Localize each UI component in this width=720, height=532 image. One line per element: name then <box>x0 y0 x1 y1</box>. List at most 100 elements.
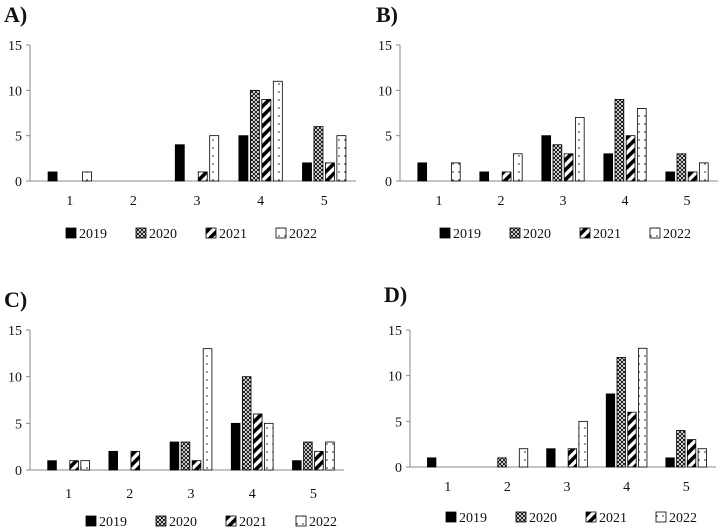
y-tick-label: 10 <box>8 84 22 99</box>
bar-2022 <box>636 108 647 182</box>
legend-swatch <box>135 227 147 239</box>
x-tick-label: 3 <box>560 194 567 209</box>
bar-2021 <box>686 439 697 468</box>
legend-swatch <box>579 227 591 239</box>
bar-2021 <box>501 171 512 182</box>
y-tick-label: 15 <box>8 39 22 54</box>
bar-2022 <box>638 347 648 468</box>
y-tick-label: 0 <box>15 175 22 190</box>
legend-label: 2020 <box>149 227 177 242</box>
x-tick-label: 4 <box>249 487 256 502</box>
x-tick-label: 2 <box>126 487 133 502</box>
bar-2019 <box>108 450 118 471</box>
legend-swatch <box>275 227 287 239</box>
panel-label: A) <box>4 2 27 27</box>
y-tick-label: 0 <box>15 464 22 479</box>
bar-2020 <box>616 356 626 468</box>
legend-label: 2020 <box>169 515 197 530</box>
bar-2019 <box>47 460 57 471</box>
bar-2022 <box>272 80 283 182</box>
bar-2020 <box>180 441 191 471</box>
bar-2021 <box>197 171 208 182</box>
bar-2019 <box>665 171 676 182</box>
y-tick-label: 0 <box>395 461 402 476</box>
legend-label: 2020 <box>523 227 551 242</box>
bar-2019 <box>479 171 490 182</box>
legend-label: 2022 <box>309 515 337 530</box>
x-tick-label: 5 <box>684 194 691 209</box>
bar-2020 <box>676 153 687 182</box>
bar-2022 <box>336 135 347 182</box>
legend-swatch <box>225 515 237 527</box>
x-tick-label: 4 <box>623 480 630 495</box>
bar-2019 <box>417 162 428 182</box>
bar-2022 <box>264 422 274 471</box>
bar-2019 <box>603 153 614 182</box>
bar-2019 <box>546 448 556 468</box>
bar-2021 <box>625 135 636 182</box>
bar-2020 <box>614 99 625 182</box>
bar-2019 <box>238 135 249 182</box>
bar-2022 <box>450 162 461 182</box>
legend-label: 2019 <box>453 227 481 242</box>
bar-2021 <box>325 162 335 182</box>
legend-label: 2019 <box>459 511 487 526</box>
legend-swatch <box>85 515 97 527</box>
bar-2021 <box>687 171 698 182</box>
x-tick-label: 1 <box>65 487 72 502</box>
x-tick-label: 3 <box>564 480 571 495</box>
x-tick-label: 3 <box>188 487 195 502</box>
x-tick-label: 5 <box>321 194 328 209</box>
y-tick-label: 5 <box>15 417 22 432</box>
bar-2019 <box>302 162 312 182</box>
legend-label: 2022 <box>669 511 697 526</box>
legend-swatch <box>205 227 217 239</box>
legend-swatch <box>515 511 527 523</box>
bar-2020 <box>303 441 313 471</box>
bar-2019 <box>230 422 241 471</box>
bar-2021 <box>261 99 272 182</box>
bar-2022 <box>698 162 709 182</box>
x-tick-label: 1 <box>436 194 443 209</box>
y-tick-label: 10 <box>8 371 22 386</box>
bar-2019 <box>605 393 616 468</box>
y-tick-label: 5 <box>15 130 22 145</box>
y-tick-label: 5 <box>385 130 392 145</box>
bar-2020 <box>241 376 252 471</box>
legend-label: 2022 <box>289 227 317 242</box>
bar-2020 <box>249 89 260 182</box>
bar-2022 <box>82 171 92 182</box>
bar-2019 <box>665 457 675 468</box>
legend-swatch <box>445 511 457 523</box>
x-tick-label: 5 <box>683 480 690 495</box>
chart-panel-1: A) 0 5 10 15 1 2 3 4 5 2019 2020 2021 2022 <box>4 2 356 242</box>
bar-2022 <box>209 135 220 182</box>
legend-label: 2019 <box>99 515 127 530</box>
bar-2020 <box>676 430 686 468</box>
chart-panel-4: D) 0 5 10 15 1 2 3 4 5 2019 2020 2021 2022 <box>384 282 716 526</box>
y-tick-label: 0 <box>385 175 392 190</box>
x-tick-label: 2 <box>504 480 511 495</box>
y-tick-label: 5 <box>395 415 402 430</box>
bar-2021 <box>627 411 637 468</box>
bar-2021 <box>69 460 79 471</box>
panel-label: D) <box>384 282 407 307</box>
bar-2019 <box>541 135 552 182</box>
panel-label: C) <box>4 287 27 312</box>
legend-label: 2020 <box>529 511 557 526</box>
legend-label: 2021 <box>219 227 247 242</box>
bar-2019 <box>47 171 58 182</box>
x-tick-label: 4 <box>622 194 629 209</box>
chart-panel-2: B) 0 5 10 15 1 2 3 4 5 2019 2020 2021 2022 <box>376 2 718 242</box>
bar-2021 <box>314 450 324 471</box>
bar-2022 <box>512 153 523 182</box>
legend-swatch <box>439 227 451 239</box>
bar-2022 <box>80 460 90 471</box>
bar-2021 <box>563 153 574 182</box>
chart-panel-3: C) 0 5 10 15 1 2 3 4 5 2019 2020 2021 2022 <box>4 287 344 530</box>
y-tick-label: 10 <box>378 84 392 99</box>
legend-swatch <box>649 227 661 239</box>
y-tick-label: 15 <box>378 39 392 54</box>
bar-2020 <box>497 457 507 468</box>
